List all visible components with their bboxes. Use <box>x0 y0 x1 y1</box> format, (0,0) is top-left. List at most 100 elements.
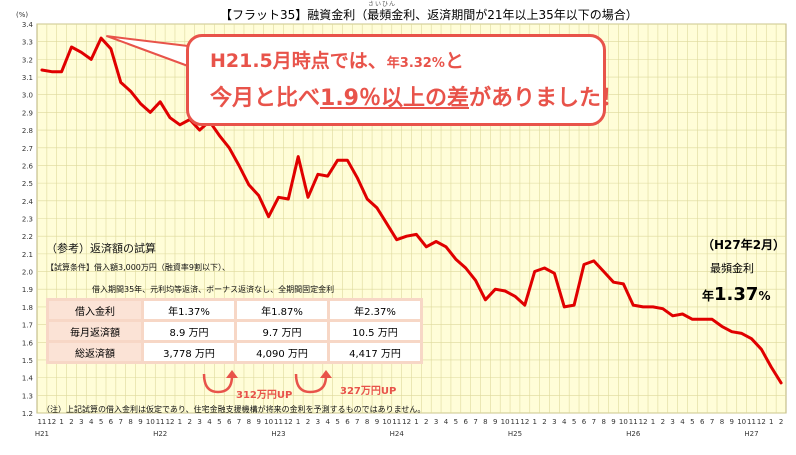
x-tick-label: 4 <box>562 418 567 426</box>
table-cell: 9.7 万円 <box>237 322 327 340</box>
x-tick-label: 11 <box>37 418 46 426</box>
callout-line1-d: と <box>444 50 464 72</box>
x-tick-label: 12 <box>639 418 648 426</box>
diff-label-1: 312万円UP <box>236 390 293 401</box>
y-tick-label: 2.3 <box>22 216 33 224</box>
x-tick-label: 10 <box>264 418 273 426</box>
y-tick-label: 1.9 <box>22 286 33 294</box>
x-tick-label: 2 <box>69 418 73 426</box>
reference-condition-1: 【試算条件】借入額3,000万円（融資率9割以下）、 <box>46 263 230 272</box>
table-row: 借入金利 年1.37% 年1.87% 年2.37% <box>49 301 420 319</box>
x-tick-label: 12 <box>520 418 529 426</box>
x-tick-label: 8 <box>128 418 132 426</box>
x-tick-label: 5 <box>572 418 576 426</box>
y-tick-label: 2.7 <box>22 145 33 153</box>
x-tick-label: 9 <box>493 418 497 426</box>
callout-line2-a: 今月と比べ <box>210 86 321 111</box>
table-cell: 10.5 万円 <box>330 322 420 340</box>
y-tick-label: 3.1 <box>22 74 33 82</box>
x-tick-label: 5 <box>99 418 103 426</box>
x-tick-label: 6 <box>463 418 468 426</box>
x-tick-label: 1 <box>59 418 63 426</box>
callout-box <box>186 34 606 126</box>
calc-table: 借入金利 年1.37% 年1.87% 年2.37% 毎月返済額 8.9 万円 9… <box>46 298 423 364</box>
reference-condition-2: 借入期間35年、元利均等返済、ボーナス返済なし、全期間固定金利 <box>92 285 335 294</box>
x-tick-label: 11 <box>274 418 283 426</box>
y-tick-label: 1.6 <box>22 339 34 347</box>
year-label: H25 <box>508 430 522 438</box>
x-tick-label: 8 <box>247 418 251 426</box>
x-tick-label: 10 <box>737 418 746 426</box>
x-tick-label: 8 <box>365 418 369 426</box>
x-tick-label: 4 <box>680 418 685 426</box>
y-tick-label: 3.3 <box>22 39 33 47</box>
y-tick-label: 1.2 <box>22 410 33 418</box>
x-tick-label: 9 <box>375 418 379 426</box>
x-tick-label: 8 <box>601 418 605 426</box>
table-cell: 8.9 万円 <box>144 322 234 340</box>
arrow-312 <box>202 373 234 394</box>
x-tick-label: 2 <box>779 418 783 426</box>
callout-line1-c: % <box>431 56 445 71</box>
y-tick-label: 3.4 <box>22 21 34 29</box>
x-tick-label: 2 <box>306 418 310 426</box>
latest-value-number: 1.37 <box>714 284 759 305</box>
x-tick-label: 8 <box>483 418 487 426</box>
x-tick-label: 7 <box>237 418 241 426</box>
title-ruby: さいひん <box>368 1 397 8</box>
arrow-312-head <box>226 370 238 378</box>
x-axis: 11 12 1 2 3 4 5 6 7 8 9 10 11 12 1 2 3 4 5 6 7 8 9 10 11 12 1 2 3 4 5 6… <box>37 418 783 426</box>
table-cell: 4,417 万円 <box>330 343 420 361</box>
x-tick-label: 7 <box>473 418 477 426</box>
x-tick-label: 2 <box>188 418 192 426</box>
x-tick-label: 6 <box>227 418 232 426</box>
year-label: H26 <box>626 430 641 438</box>
x-tick-label: 9 <box>730 418 734 426</box>
x-tick-label: 2 <box>424 418 428 426</box>
x-tick-label: 6 <box>700 418 705 426</box>
diff-label-2: 327万円UP <box>340 386 397 397</box>
y-tick-label: 1.4 <box>22 375 34 383</box>
x-tick-label: 11 <box>629 418 638 426</box>
table-cell: 年1.87% <box>237 301 327 319</box>
x-tick-label: 1 <box>296 418 300 426</box>
callout-line2-b: 1.9％以上の差 <box>320 86 469 111</box>
latest-value: 年1.37% <box>702 284 770 305</box>
x-tick-label: 1 <box>178 418 182 426</box>
y-axis: 1.2 1.3 1.4 1.5 1.6 1.7 1.8 1.9 2.0 2.1 2.2 2.3 2.4 2… <box>16 11 34 418</box>
x-tick-label: 3 <box>79 418 83 426</box>
latest-date: （H27年2月） <box>702 238 786 252</box>
x-tick-label: 9 <box>611 418 615 426</box>
x-tick-label: 3 <box>197 418 201 426</box>
arrow-327-head <box>320 370 332 378</box>
callout-line1-b: 年3.32 <box>386 56 432 71</box>
y-tick-label: 2.0 <box>22 269 33 277</box>
x-tick-label: 4 <box>89 418 94 426</box>
y-tick-label: 3.2 <box>22 56 33 64</box>
x-tick-label: 6 <box>109 418 114 426</box>
x-tick-label: 12 <box>757 418 766 426</box>
x-tick-label: 6 <box>582 418 587 426</box>
x-tick-label: 1 <box>651 418 655 426</box>
x-tick-label: 12 <box>47 418 56 426</box>
table-cell: 3,778 万円 <box>144 343 234 361</box>
x-tick-label: 7 <box>119 418 123 426</box>
x-tick-label: 3 <box>434 418 438 426</box>
footnote: （注）上記試算の借入金利は仮定であり、住宅金融支援機構が将来の金利を予測するもの… <box>42 405 426 414</box>
rate-series-line <box>40 36 783 385</box>
arrow-327 <box>294 373 328 394</box>
year-label: H27 <box>744 430 758 438</box>
x-tick-label: 3 <box>316 418 320 426</box>
x-tick-label: 2 <box>661 418 665 426</box>
year-label: H23 <box>271 430 285 438</box>
callout-line-1: H21.5月時点では、年3.32%と <box>210 46 464 73</box>
x-tick-label: 10 <box>501 418 510 426</box>
x-tick-label: 10 <box>619 418 628 426</box>
y-tick-label: 1.8 <box>22 304 33 312</box>
x-tick-label: 12 <box>166 418 175 426</box>
table-cell: 年2.37% <box>330 301 420 319</box>
x-tick-label: 5 <box>217 418 221 426</box>
x-tick-label: 1 <box>532 418 536 426</box>
curved-arrows <box>202 370 332 394</box>
reference-title: （参考）返済額の試算 <box>46 242 156 255</box>
